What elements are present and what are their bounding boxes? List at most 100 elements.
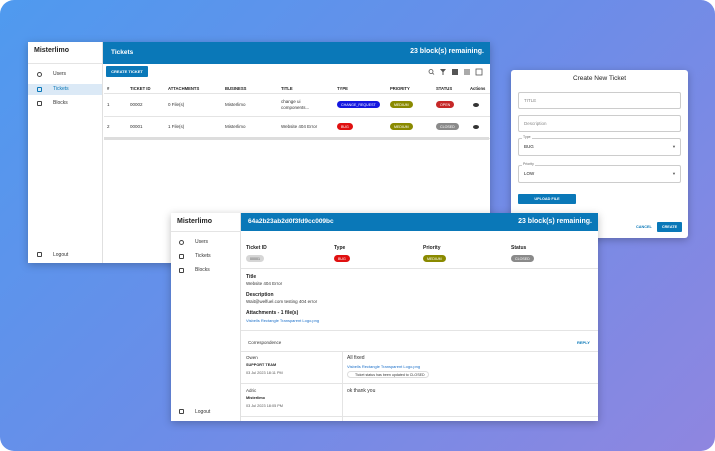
- sender-role: Misterlimo: [246, 396, 265, 400]
- divider: [104, 116, 490, 117]
- description-input[interactable]: Description: [518, 115, 681, 132]
- attachment-link[interactable]: Visbells Rectangle Transparent Logo.png: [246, 318, 320, 323]
- tickets-icon: [179, 254, 184, 259]
- sender-name: Owen: [246, 355, 258, 360]
- field-chip: MEDIUM: [423, 255, 446, 263]
- message-text: ok thank you: [347, 388, 376, 394]
- type-select[interactable]: BUG ▼: [518, 138, 681, 156]
- attachments-label: Attachments - 1 file(s): [246, 310, 299, 316]
- status-chip: CHANGE_REQUEST: [337, 101, 380, 109]
- upload-button[interactable]: UPLOAD FILE: [518, 194, 576, 204]
- nav-highlight: [28, 84, 102, 95]
- reply-button[interactable]: REPLY: [577, 340, 590, 345]
- brand: Misterlimo: [177, 218, 213, 225]
- divider: [241, 416, 598, 417]
- status-chip: OPEN: [436, 101, 455, 109]
- column-header: TYPE: [337, 86, 348, 91]
- divider: [241, 268, 598, 269]
- message-text: All fixed: [347, 355, 365, 361]
- column-divider: [342, 351, 343, 421]
- priority-label: Priority: [522, 162, 535, 166]
- tickets-icon: [37, 87, 42, 92]
- table-cell: 2: [107, 124, 110, 129]
- ticket-hash: 64a2b23ab2d0f3fd9cc009bc: [248, 218, 334, 225]
- field-chip: CLOSED: [511, 255, 534, 263]
- priority-select[interactable]: LOW ▼: [518, 165, 681, 183]
- message-attachment[interactable]: Visbells Rectangle Transparent Logo.png: [347, 364, 421, 369]
- sidebar: Misterlimo Users Tickets Blocks Logout: [28, 42, 103, 263]
- type-label: Type: [522, 135, 532, 139]
- toolbar: [428, 68, 483, 76]
- page-title: Tickets: [111, 49, 134, 56]
- divider: [241, 351, 598, 352]
- field-chip: 00001: [246, 255, 264, 263]
- nav-item[interactable]: Tickets: [195, 253, 211, 259]
- nav-item[interactable]: Users: [195, 239, 209, 245]
- description-label: Description: [246, 292, 274, 298]
- correspondence-heading: Correspondence: [248, 340, 282, 345]
- title-input[interactable]: TITLE: [518, 92, 681, 109]
- column-header: #: [107, 86, 110, 91]
- cancel-button[interactable]: CANCEL: [636, 225, 652, 229]
- status-chip: BUG: [337, 123, 353, 131]
- table-cell: 00002: [130, 102, 143, 107]
- status-chip: CLOSED: [436, 123, 459, 131]
- table-cell: change ui components...: [281, 99, 310, 110]
- table-cell: 00001: [130, 124, 143, 129]
- divider: [241, 383, 598, 384]
- ticket-detail-window: Misterlimo Users Tickets Blocks Logout 6…: [171, 213, 598, 421]
- table-cell: Website 404 Error: [281, 124, 318, 129]
- remaining: 23 block(s) remaining.: [410, 48, 484, 55]
- nav-item[interactable]: Users: [53, 71, 67, 77]
- column-header: TICKET ID: [130, 86, 151, 91]
- priority-value: LOW: [524, 171, 535, 176]
- scrollbar: [104, 137, 489, 140]
- column-header: Actions: [470, 86, 486, 91]
- nav-item[interactable]: Tickets: [53, 86, 69, 92]
- table-cell: 0 File(s): [168, 102, 185, 107]
- brand: Misterlimo: [34, 47, 70, 54]
- nav-item[interactable]: Blocks: [53, 100, 68, 106]
- blocks-icon: [37, 101, 42, 106]
- type-value: BUG: [524, 144, 534, 149]
- column-header: ATTACHMENTS: [168, 86, 200, 91]
- table-cell: 1 File(s): [168, 124, 185, 129]
- create-button[interactable]: CREATE: [657, 222, 682, 232]
- description-value: Wait@welfuel.com testing 404 error: [246, 299, 318, 304]
- status-chip: MEDIUM: [390, 101, 413, 109]
- status-chip: MEDIUM: [390, 123, 413, 131]
- title-value: Website 404 Error: [246, 281, 283, 286]
- table-cell: Misterlimo: [225, 124, 246, 129]
- divider: [171, 231, 240, 232]
- divider: [241, 330, 598, 331]
- field-label: Ticket ID: [246, 245, 267, 251]
- message-date: 03 Jul 2023 18:11 PM: [246, 371, 283, 375]
- message-date: 03 Jul 2023 18:05 PM: [246, 404, 283, 408]
- field-label: Status: [511, 245, 527, 251]
- column-header: TITLE: [281, 86, 293, 91]
- status-notice: Ticket status has been updated to CLOSED: [347, 371, 429, 378]
- column-header: BUSINESS: [225, 86, 247, 91]
- field-chip: BUG: [334, 255, 350, 263]
- logout[interactable]: Logout: [195, 409, 211, 415]
- column-header: STATUS: [436, 86, 453, 91]
- users-icon: [179, 240, 184, 245]
- create-ticket-button[interactable]: CREATE TICKET: [106, 66, 148, 77]
- blocks-icon: [179, 268, 184, 273]
- sidebar: Misterlimo Users Tickets Blocks Logout: [171, 213, 241, 421]
- create-ticket-modal: Create New Ticket TITLE Description BUG ▼…: [511, 70, 688, 238]
- modal-title: Create New Ticket: [572, 75, 627, 82]
- nav-item[interactable]: Blocks: [195, 267, 210, 273]
- header: Tickets 23 block(s) remaining.: [103, 42, 490, 64]
- sender-name: Adric: [246, 388, 257, 393]
- divider: [104, 93, 490, 94]
- title-label: Title: [246, 274, 257, 280]
- view-icon[interactable]: [473, 103, 479, 107]
- logout-icon: [37, 252, 42, 257]
- view-icon[interactable]: [473, 125, 479, 129]
- logout[interactable]: Logout: [53, 252, 69, 258]
- field-label: Type: [334, 245, 346, 251]
- logout-icon: [179, 409, 184, 414]
